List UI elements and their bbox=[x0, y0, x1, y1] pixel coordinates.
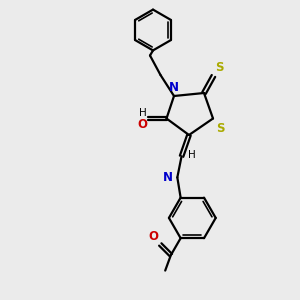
Text: O: O bbox=[137, 118, 147, 130]
Text: N: N bbox=[163, 171, 173, 184]
Text: S: S bbox=[217, 122, 225, 134]
Text: H: H bbox=[139, 108, 147, 118]
Text: N: N bbox=[169, 81, 179, 94]
Text: O: O bbox=[149, 230, 159, 243]
Text: H: H bbox=[188, 150, 196, 160]
Text: S: S bbox=[216, 61, 224, 74]
